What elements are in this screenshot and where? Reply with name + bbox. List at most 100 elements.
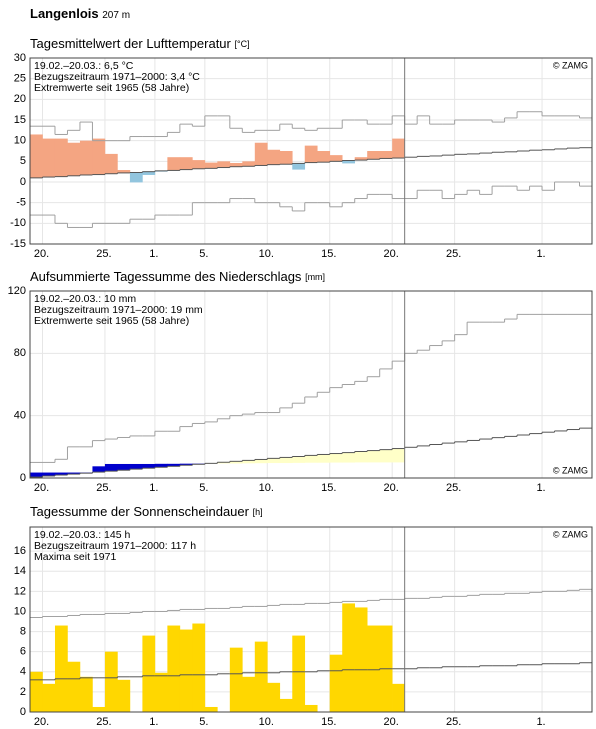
anomaly-bar (142, 171, 156, 175)
bar (30, 671, 43, 712)
annotation: 19.02.–20.03.: 145 h (34, 529, 130, 541)
anomaly-bar (279, 151, 293, 165)
y-tick-label: 2 (20, 686, 26, 698)
annotation: Bezugszeitraum 1971–2000: 19 mm (34, 304, 203, 316)
anomaly-bar (329, 453, 343, 463)
y-tick-label: 20 (14, 93, 26, 105)
bar (279, 698, 293, 712)
bar (242, 676, 256, 712)
anomaly-bar (304, 145, 318, 163)
bar (54, 625, 68, 712)
bar (117, 679, 131, 712)
bar (42, 683, 56, 712)
source: © ZAMG (553, 60, 588, 70)
bar (354, 607, 368, 712)
y-tick-label: 8 (20, 625, 26, 637)
y-tick-label: 0 (20, 176, 26, 188)
y-tick-label: 25 (14, 73, 26, 85)
y-tick-label: 4 (20, 666, 26, 678)
bar (192, 623, 206, 712)
x-tick-label: 25. (446, 248, 461, 260)
anomaly-bar (242, 460, 256, 464)
anomaly-bar (154, 463, 168, 468)
anomaly-bar (129, 463, 143, 470)
x-tick-label: 1. (536, 248, 545, 260)
y-tick-label: 80 (14, 347, 26, 359)
anomaly-bar (79, 140, 93, 175)
plot-frame (29, 526, 593, 713)
anomaly-bar (117, 170, 131, 173)
bar (292, 635, 306, 712)
x-tick-label: 10. (259, 482, 274, 494)
y-tick-label: 12 (14, 585, 26, 597)
x-tick-label: 25. (96, 716, 111, 728)
annotation: Bezugszeitraum 1971–2000: 3,4 °C (34, 71, 200, 83)
y-tick-label: 16 (14, 545, 26, 557)
anomaly-bar (317, 454, 331, 463)
bar (142, 635, 156, 712)
anomaly-bar (54, 138, 68, 177)
x-tick-label: 1. (149, 482, 158, 494)
anomaly-bar (229, 461, 243, 464)
y-tick-label: 30 (14, 52, 26, 64)
anomaly-bar (367, 450, 380, 463)
bar (267, 682, 281, 712)
x-tick-label: 10. (259, 716, 274, 728)
plot-frame (29, 57, 593, 245)
anomaly-bar (129, 172, 143, 183)
title-text: Aufsummierte Tagessumme des Niederschlag… (30, 269, 302, 284)
x-tick-label: 20. (384, 482, 399, 494)
anomaly-bar (104, 463, 118, 472)
y-tick-label: 14 (14, 565, 26, 577)
x-tick-label: 1. (536, 716, 545, 728)
y-tick-label: -5 (16, 197, 26, 209)
plot-frame (29, 290, 593, 479)
x-tick-label: 5. (199, 248, 208, 260)
anomaly-bar (379, 151, 393, 159)
source: © ZAMG (553, 529, 588, 539)
anomaly-bar (167, 463, 181, 467)
bar (342, 603, 356, 712)
anomaly-bar (217, 161, 231, 168)
anomaly-bar (267, 458, 281, 464)
x-tick-label: 20. (34, 482, 49, 494)
anomaly-bar (217, 462, 231, 464)
annotation: Extremwerte seit 1965 (58 Jahre) (34, 315, 189, 327)
anomaly-bar (254, 142, 268, 166)
anomaly-bar (367, 151, 380, 160)
x-tick-label: 25. (446, 482, 461, 494)
panel-title: Aufsummierte Tagessumme des Niederschlag… (30, 269, 325, 284)
anomaly-bar (292, 456, 306, 463)
anomaly-bar (42, 138, 56, 178)
bar (229, 647, 243, 712)
anomaly-bar (92, 466, 106, 473)
anomaly-bar (104, 153, 118, 174)
anomaly-bar (142, 463, 156, 469)
annotation: 19.02.–20.03.: 10 mm (34, 293, 136, 305)
annotation: Extremwerte seit 1965 (58 Jahre) (34, 82, 189, 94)
bar (304, 704, 318, 712)
anomaly-bar (204, 162, 218, 169)
anomaly-bar (304, 455, 318, 463)
x-tick-label: 5. (199, 716, 208, 728)
y-tick-label: 120 (8, 285, 26, 297)
x-tick-label: 15. (321, 716, 336, 728)
x-tick-label: 5. (199, 482, 208, 494)
y-tick-label: 10 (14, 605, 26, 617)
anomaly-bar (342, 452, 356, 463)
y-tick-label: 0 (20, 706, 26, 718)
anomaly-bar (379, 449, 393, 463)
panel-title: Tagesmittelwert der Lufttemperatur [°C] (30, 36, 250, 51)
anomaly-bar (92, 138, 106, 175)
x-tick-label: 20. (384, 716, 399, 728)
anomaly-bar (229, 162, 243, 167)
x-tick-label: 20. (34, 716, 49, 728)
bar (392, 683, 405, 712)
y-tick-label: 0 (20, 472, 26, 484)
anomaly-bar (192, 160, 206, 169)
anomaly-bar (354, 451, 368, 463)
panel-title: Tagessumme der Sonnenscheindauer [h] (30, 504, 263, 519)
bar (367, 625, 380, 712)
anomaly-bar (292, 163, 306, 170)
annotation: 19.02.–20.03.: 6,5 °C (34, 60, 134, 72)
